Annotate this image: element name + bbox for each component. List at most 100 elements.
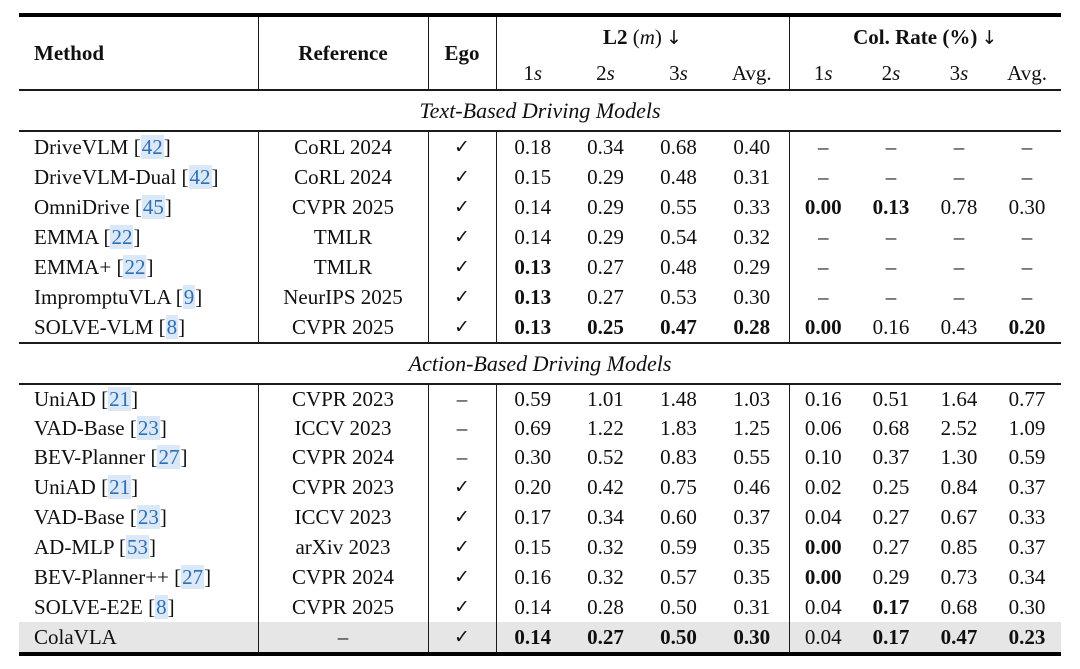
metric-value: 0.13 xyxy=(514,314,552,339)
method-cell: VAD-Base [23] xyxy=(19,414,259,443)
metric-value: 0.59 xyxy=(660,534,697,559)
metric-value: 0.75 xyxy=(660,474,697,499)
metric-value: – xyxy=(1021,164,1033,189)
check-icon: ✓ xyxy=(454,316,470,338)
ego-cell: ✓ xyxy=(428,162,497,192)
metric-value: 0.32 xyxy=(715,222,790,252)
citation-link[interactable]: 45 xyxy=(141,194,165,219)
table-row: ColaVLA – ✓ 0.14 0.27 0.50 0.30 0.04 0.17 0.47 0.2… xyxy=(19,622,1062,654)
metric-value: – xyxy=(818,254,829,279)
metric-value: 0.55 xyxy=(660,194,697,219)
citation-link[interactable]: 21 xyxy=(108,387,132,411)
col-header-ego: Ego xyxy=(428,15,497,90)
method-name: EMMA xyxy=(34,224,99,249)
col-group-l2: L2 (m) ↓ xyxy=(496,15,790,59)
metric-value: 0.32 xyxy=(587,534,624,559)
table-row: ImpromptuVLA [9] NeurIPS 2025 ✓ 0.13 0.27 0.5… xyxy=(19,282,1061,312)
metric-value: 0.30 xyxy=(715,282,790,312)
citation-link[interactable]: 22 xyxy=(110,224,134,249)
table-row: UniAD [21] CVPR 2023 – 0.59 1.01 1.48 1.03 0.16… xyxy=(19,384,1061,414)
method-name: VAD-Base xyxy=(34,504,125,529)
metric-value: 0.14 xyxy=(514,594,552,619)
metric-value: 0.48 xyxy=(660,164,697,189)
reference-cell: TMLR xyxy=(258,252,429,282)
metric-value: 0.27 xyxy=(587,284,624,309)
metric-value: 0.51 xyxy=(872,387,910,411)
metric-value: 0.04 xyxy=(804,594,842,619)
citation-link[interactable]: 22 xyxy=(123,254,147,279)
metric-value: 0.34 xyxy=(587,134,624,159)
citation-link[interactable]: 21 xyxy=(108,474,132,499)
metric-value: – xyxy=(1021,254,1033,279)
reference-cell: CoRL 2024 xyxy=(258,131,429,162)
method-cell: ImpromptuVLA [9] xyxy=(19,282,259,312)
down-arrow-icon: ↓ xyxy=(981,27,998,49)
metric-value: 0.30 xyxy=(715,622,790,654)
metric-value: 1.22 xyxy=(587,416,624,440)
method-cell: DriveVLM-Dual [42] xyxy=(19,162,259,192)
citation-link[interactable]: 8 xyxy=(165,314,179,339)
ego-cell: ✓ xyxy=(428,472,497,502)
method-cell: EMMA [22] xyxy=(19,222,259,252)
metric-value: 0.28 xyxy=(715,312,790,343)
metric-value: 0.00 xyxy=(804,534,842,559)
metric-value: 0.20 xyxy=(514,474,552,499)
ego-cell: – xyxy=(428,443,497,472)
reference-cell: CVPR 2025 xyxy=(258,312,429,343)
reference-cell: CVPR 2023 xyxy=(258,384,429,414)
metric-value: 0.14 xyxy=(514,224,552,249)
metric-value: 0.20 xyxy=(1008,314,1046,339)
subcol-l2-2s: 2s xyxy=(596,61,615,85)
metric-value: 0.29 xyxy=(715,252,790,282)
metric-value: 0.37 xyxy=(1008,474,1046,499)
metric-value: 0.37 xyxy=(1008,534,1046,559)
section-title: Action-Based Driving Models xyxy=(19,342,1062,385)
metric-value: – xyxy=(818,164,829,189)
citation-link[interactable]: 42 xyxy=(140,134,164,159)
check-icon: ✓ xyxy=(454,136,470,158)
reference-cell: ICCV 2023 xyxy=(258,502,429,532)
metric-value: 0.00 xyxy=(804,564,842,589)
metric-value: 0.59 xyxy=(514,387,552,411)
dash-mark: – xyxy=(456,445,468,469)
metric-value: 0.25 xyxy=(587,314,624,339)
citation-link[interactable]: 27 xyxy=(157,445,181,469)
check-icon: ✓ xyxy=(454,536,470,558)
citation-link[interactable]: 8 xyxy=(155,594,168,619)
table-row: BEV-Planner++ [27] CVPR 2024 ✓ 0.16 0.32 0.57… xyxy=(19,562,1061,592)
section-title: Text-Based Driving Models xyxy=(19,89,1062,132)
metric-value: 0.10 xyxy=(804,445,842,469)
metric-value: 0.30 xyxy=(1008,194,1046,219)
metric-value: 0.28 xyxy=(587,594,624,619)
metric-value: – xyxy=(885,254,897,279)
method-name: EMMA+ xyxy=(34,254,112,279)
metric-value: 0.35 xyxy=(715,562,790,592)
metric-value: – xyxy=(818,134,829,159)
reference-cell: CVPR 2024 xyxy=(258,443,429,472)
method-cell: SOLVE-E2E [8] xyxy=(19,592,259,622)
citation-link[interactable]: 23 xyxy=(136,416,160,440)
results-table: Method Reference Ego L2 (m) ↓ Col. Rate … xyxy=(19,13,1062,656)
metric-value: 0.27 xyxy=(569,622,642,654)
citation-link[interactable]: 42 xyxy=(188,164,212,189)
metric-value: 0.34 xyxy=(587,504,624,529)
citation-link[interactable]: 9 xyxy=(182,284,196,309)
table-row: VAD-Base [23] ICCV 2023 – 0.69 1.22 1.83 1.25 0… xyxy=(19,414,1061,443)
subcol-cr-2s: 2s xyxy=(881,61,901,85)
check-icon: ✓ xyxy=(454,196,470,218)
metric-value: 0.25 xyxy=(872,474,910,499)
reference-cell: NeurIPS 2025 xyxy=(258,282,429,312)
ego-cell: ✓ xyxy=(428,622,497,654)
citation-link[interactable]: 27 xyxy=(181,564,205,589)
metric-value: 0.35 xyxy=(715,532,790,562)
section-row: Text-Based Driving Models xyxy=(19,89,1062,132)
metric-value: 0.29 xyxy=(587,194,624,219)
method-name: UniAD xyxy=(34,474,96,499)
citation-link[interactable]: 53 xyxy=(125,534,149,559)
citation-link[interactable]: 23 xyxy=(136,504,160,529)
metric-value: 0.34 xyxy=(1008,564,1046,589)
down-arrow-icon: ↓ xyxy=(666,27,683,49)
metric-value: 1.83 xyxy=(660,416,697,440)
ego-cell: ✓ xyxy=(428,131,497,162)
ego-cell: ✓ xyxy=(428,532,497,562)
